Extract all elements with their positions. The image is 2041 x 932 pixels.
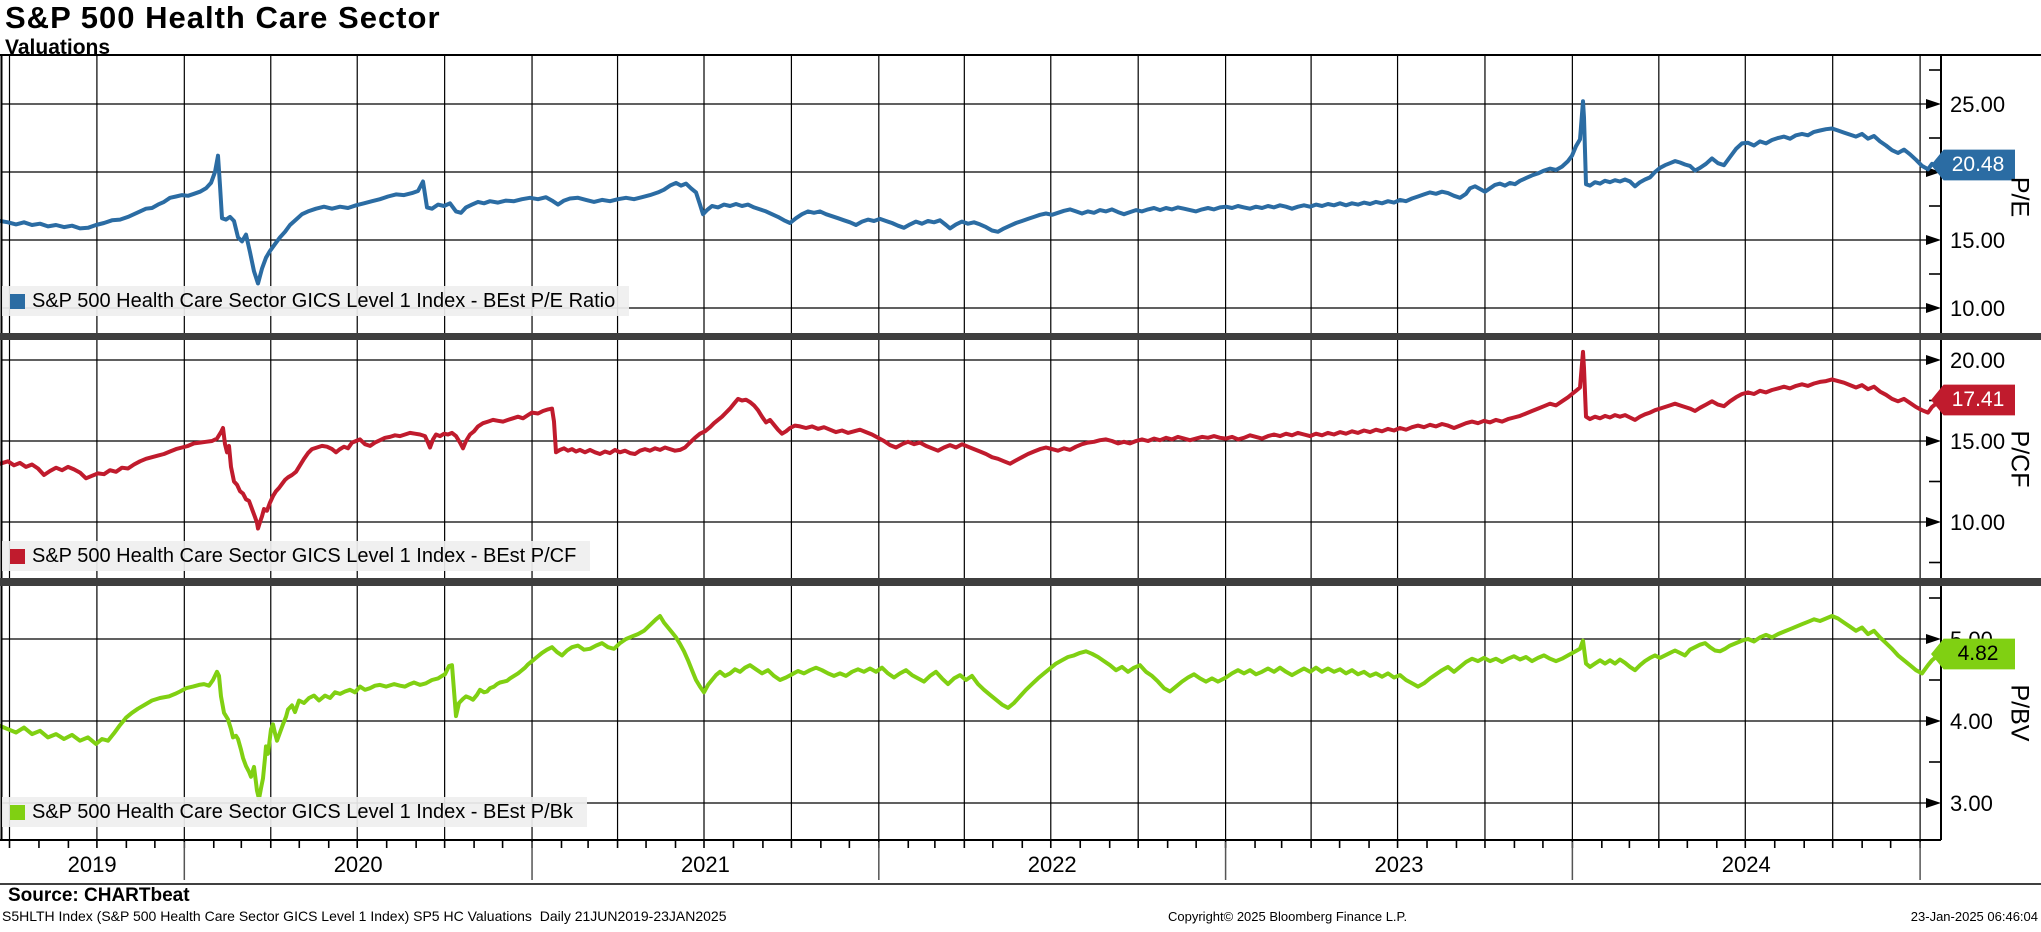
x-year-label: 2019 [68,852,117,877]
y-tick-label: 3.00 [1950,791,1993,816]
series-line-best-pcf [0,349,1941,531]
legend-label: S&P 500 Health Care Sector GICS Level 1 … [32,289,616,312]
last-value-badge-pbv: 4.82 [1931,638,2015,670]
x-year-label: 2020 [334,852,383,877]
panel-separator [0,333,2041,340]
legend-best-pcf[interactable]: S&P 500 Health Care Sector GICS Level 1 … [2,541,591,571]
page-title: S&P 500 Health Care Sector [5,0,441,35]
tick-arrow-icon [1926,99,1941,109]
tick-arrow-icon [1926,355,1941,365]
tick-arrow-icon [1926,303,1941,313]
chart-description: S5HLTH Index (S&P 500 Health Care Sector… [2,908,727,924]
tick-arrow-icon [1926,235,1941,245]
legend-swatch-green [10,804,25,820]
y-axis-title-pe: P/E [2005,176,2034,218]
x-year-label: 2022 [1028,852,1077,877]
x-year-label: 2024 [1722,852,1771,877]
y-tick-label: 10.00 [1950,510,2005,535]
last-value-pcf: 17.41 [1951,388,2005,411]
series-line-best-pe-ratio [0,99,1941,286]
y-tick-label: 10.00 [1950,296,2005,321]
y-tick-label: 15.00 [1950,429,2005,454]
tick-arrow-icon [1926,517,1941,527]
y-tick-label: 15.00 [1950,228,2005,253]
timestamp: 23-Jan-2025 06:46:04 [1910,909,2038,924]
legend-swatch-blue [10,293,25,309]
legend-swatch-red [10,548,25,564]
tick-arrow-icon [1926,716,1941,726]
legend-label: S&P 500 Health Care Sector GICS Level 1 … [32,800,574,823]
last-value-pbv: 4.82 [1957,642,1999,665]
y-tick-label: 20.00 [1950,348,2005,373]
copyright-notice: Copyright© 2025 Bloomberg Finance L.P. [1168,909,1408,924]
y-axis-title-pcf: P/CF [2005,430,2034,488]
page-subtitle: Valuations [5,36,111,59]
x-year-label: 2021 [681,852,730,877]
legend-label: S&P 500 Health Care Sector GICS Level 1 … [32,544,577,567]
source-label: Source: CHARTbeat [8,885,190,906]
series-line-best-pbk [0,614,1941,801]
y-tick-label: 4.00 [1950,709,1993,734]
last-value-pe: 20.48 [1951,153,2005,176]
last-value-badge-pe: 20.48 [1931,149,2015,181]
panel-separator [0,578,2041,586]
tick-arrow-icon [1926,634,1941,644]
last-value-badge-pcf: 17.41 [1931,384,2015,416]
y-tick-label: 25.00 [1950,92,2005,117]
legend-best-pe-ratio[interactable]: S&P 500 Health Care Sector GICS Level 1 … [2,286,630,316]
x-year-label: 2023 [1375,852,1424,877]
y-axis-title-pbv: P/BV [2005,684,2034,742]
tick-arrow-icon [1926,436,1941,446]
tick-arrow-icon [1926,798,1941,808]
legend-best-pbk[interactable]: S&P 500 Health Care Sector GICS Level 1 … [2,797,588,827]
